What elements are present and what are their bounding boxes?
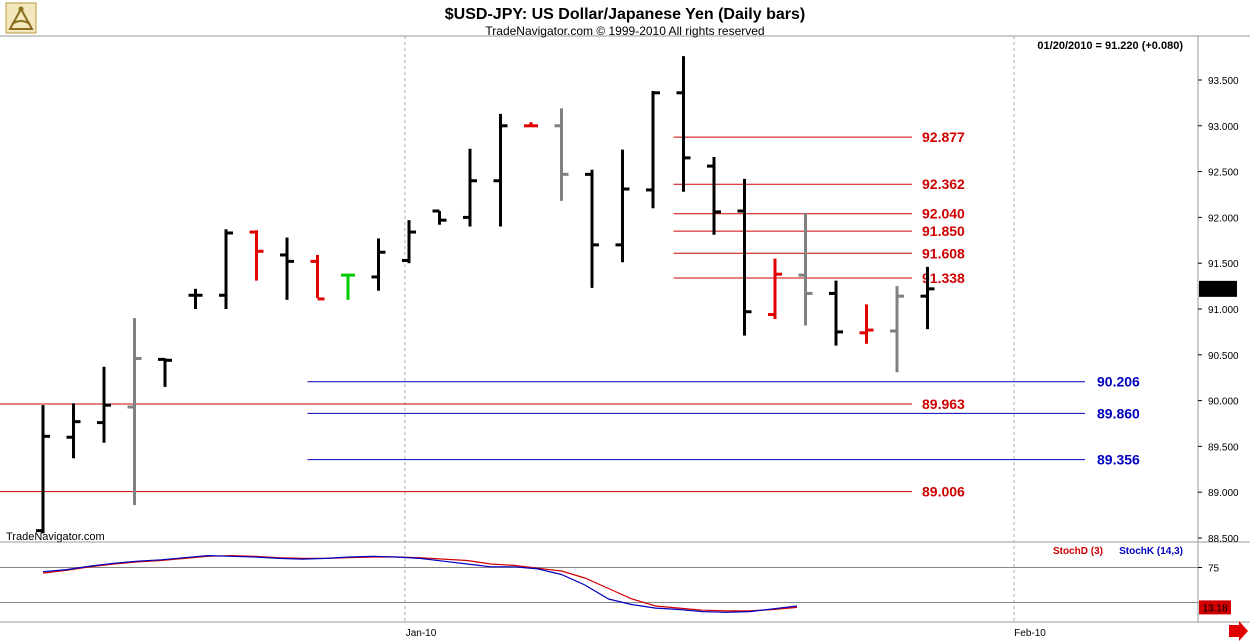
ohlc-bar — [188, 288, 203, 309]
ohlc-bar — [341, 273, 355, 300]
ohlc-bar — [859, 304, 874, 344]
quote-readout: 01/20/2010 = 91.220 (+0.080) — [1037, 40, 1183, 52]
ohlc-bar — [707, 156, 721, 235]
ohlc-bar — [798, 212, 813, 326]
level-label: 92.877 — [922, 129, 965, 145]
ytick-label: 91.000 — [1208, 305, 1239, 316]
ohlc-bar — [554, 108, 569, 201]
ytick-label: 93.000 — [1208, 122, 1239, 133]
ohlc-bar — [585, 169, 599, 288]
ohlc-bar — [676, 56, 691, 192]
last-price-label: 91.220 — [1203, 285, 1234, 296]
ohlc-bar — [768, 258, 782, 320]
ytick-label: 90.500 — [1208, 351, 1239, 362]
stoch-line — [42, 554, 798, 613]
ytick-label: 89.500 — [1208, 442, 1239, 453]
level-label: 89.963 — [922, 396, 965, 412]
ohlc-bar — [127, 318, 142, 506]
ohlc-bars — [36, 56, 935, 534]
last-price-box — [1199, 280, 1237, 297]
level-label: 91.338 — [922, 270, 965, 286]
ohlc-bar — [371, 238, 386, 291]
ohlc-bar — [829, 280, 843, 346]
legend-stochk: StochK (14,3) — [1119, 546, 1183, 557]
last-price-marker: 91.220 — [1199, 280, 1237, 297]
ohlc-bar — [524, 122, 538, 128]
ohlc-bar — [463, 148, 477, 227]
ytick-label: 92.500 — [1208, 168, 1239, 179]
ytick-label: 93.500 — [1208, 76, 1239, 87]
ohlc-bar — [737, 178, 752, 336]
ytick-label: 92.000 — [1208, 213, 1239, 224]
price-axis: 93.500 93.000 92.500 92.000 91.500 91.000 90.5… — [1198, 76, 1239, 545]
ohlc-bar — [310, 254, 325, 301]
level-label: 89.356 — [1097, 452, 1140, 468]
stoch-value-box — [1199, 600, 1231, 615]
ohlc-bar — [493, 113, 508, 227]
xtick-label: Feb-10 — [1014, 628, 1046, 639]
chart-subtitle: TradeNavigator.com © 1999-2010 All right… — [485, 24, 764, 38]
level-label: 92.040 — [922, 206, 965, 222]
level-label: 89.860 — [1097, 405, 1140, 421]
ohlc-bar — [219, 229, 233, 309]
scroll-right-icon[interactable] — [1229, 621, 1248, 641]
ytick-label: 91.500 — [1208, 259, 1239, 270]
level-label: 89.006 — [922, 484, 965, 500]
ohlc-bar — [890, 286, 904, 373]
stoch-value-label: 13.18 — [1202, 603, 1227, 614]
level-label: 91.850 — [922, 223, 965, 239]
ohlc-bar — [97, 366, 111, 443]
ytick-label: 88.500 — [1208, 534, 1239, 545]
ohlc-bar — [615, 149, 630, 263]
ohlc-bar — [646, 90, 660, 209]
level-label: 92.362 — [922, 176, 965, 192]
ohlc-bar — [402, 220, 416, 264]
ohlc-bar — [249, 230, 264, 281]
ohlc-bar — [158, 357, 172, 387]
stochastic-panel: 75 13.18 — [0, 554, 1231, 615]
ohlc-bar — [36, 405, 50, 534]
watermark: TradeNavigator.com — [6, 531, 105, 543]
ohlc-bar — [920, 266, 935, 330]
ytick-label: 75 — [1208, 564, 1220, 575]
sextant-icon — [5, 2, 37, 34]
legend-stochd: StochD (3) — [1053, 546, 1103, 557]
chart-title: $USD-JPY: US Dollar/Japanese Yen (Daily … — [445, 6, 805, 23]
stoch-line — [42, 554, 798, 612]
level-label: 90.206 — [1097, 374, 1140, 390]
ohlc-bar — [280, 237, 294, 300]
ytick-label: 89.000 — [1208, 488, 1239, 499]
ytick-label: 90.000 — [1208, 397, 1239, 408]
ohlc-bar — [66, 403, 81, 459]
level-label: 91.608 — [922, 245, 965, 261]
xtick-label: Jan-10 — [406, 628, 437, 639]
ohlc-bar — [432, 209, 447, 225]
